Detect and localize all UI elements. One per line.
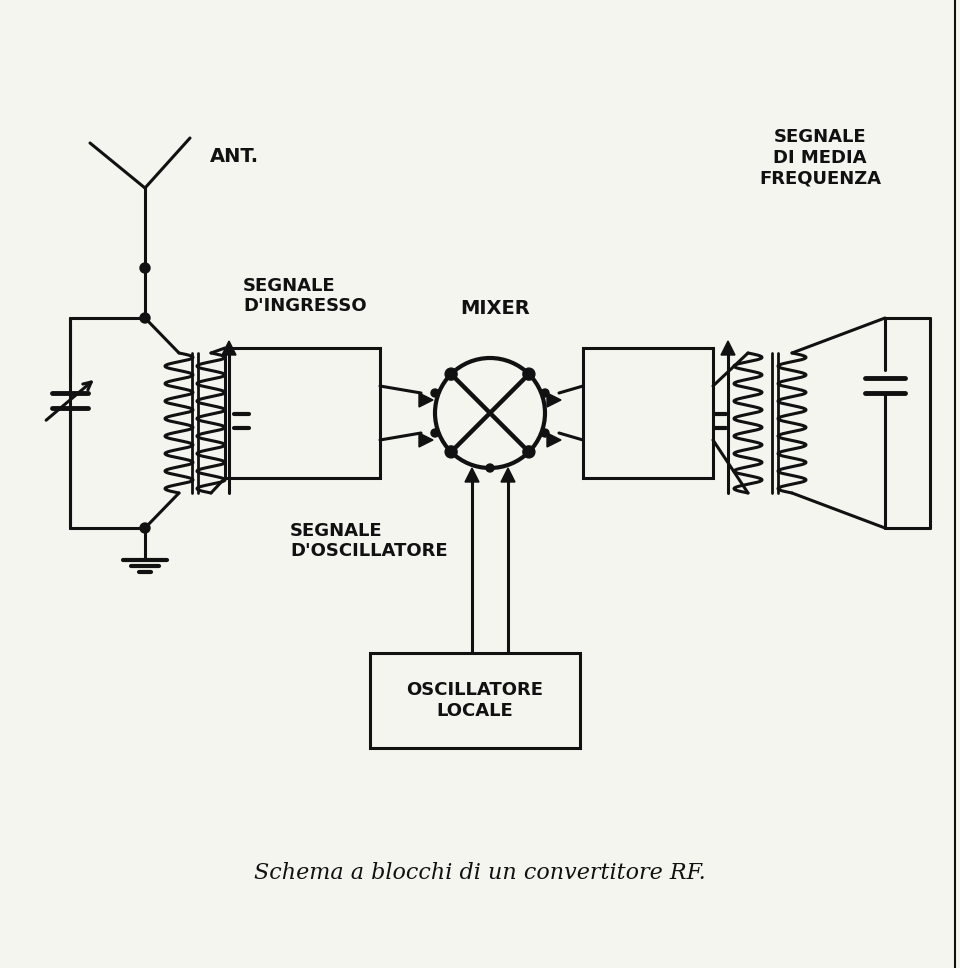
Text: ANT.: ANT. [210, 146, 259, 166]
Bar [225, 348, 380, 478]
Bar [370, 653, 580, 748]
Polygon shape [419, 393, 433, 407]
Polygon shape [465, 468, 479, 482]
Polygon shape [547, 433, 561, 447]
Polygon shape [501, 468, 515, 482]
Circle shape [445, 446, 457, 458]
Text: SEGNALE
D'INGRESSO: SEGNALE D'INGRESSO [243, 277, 367, 316]
Text: OSCILLATORE
LOCALE: OSCILLATORE LOCALE [406, 681, 543, 720]
Circle shape [140, 313, 150, 323]
Text: MIXER: MIXER [460, 298, 530, 318]
Circle shape [523, 446, 535, 458]
Circle shape [431, 429, 439, 437]
Polygon shape [419, 433, 433, 447]
Polygon shape [222, 341, 236, 355]
Polygon shape [547, 393, 561, 407]
Circle shape [431, 389, 439, 397]
Circle shape [541, 389, 549, 397]
Circle shape [140, 523, 150, 533]
Circle shape [541, 429, 549, 437]
Circle shape [445, 368, 457, 380]
Text: Schema a blocchi di un convertitore RF.: Schema a blocchi di un convertitore RF. [254, 862, 706, 884]
Polygon shape [721, 341, 735, 355]
Circle shape [486, 464, 494, 472]
Circle shape [140, 263, 150, 273]
Text: SEGNALE
DI MEDIA
FREQUENZA: SEGNALE DI MEDIA FREQUENZA [759, 128, 881, 188]
Circle shape [523, 368, 535, 380]
Text: SEGNALE
D'OSCILLATORE: SEGNALE D'OSCILLATORE [290, 522, 447, 560]
Bar [583, 348, 713, 478]
